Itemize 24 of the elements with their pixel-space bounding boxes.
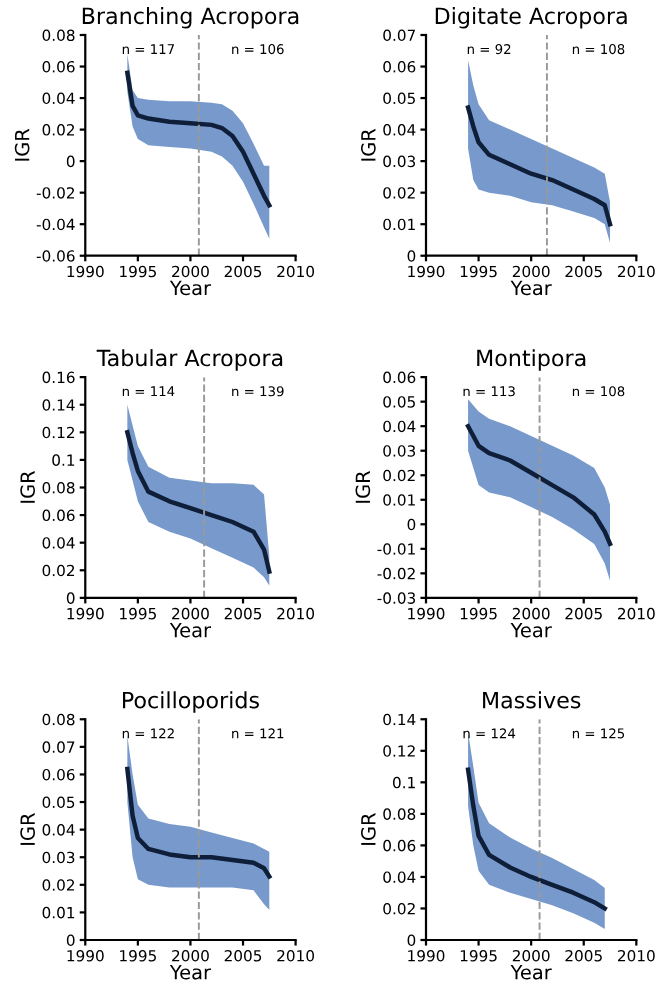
line-series [125,430,272,574]
y-axis-title: IGR [361,128,376,161]
y-axis-title: IGR [14,128,30,161]
y-axis-title: IGR [20,470,35,503]
y-axis-title: IGR [361,813,376,845]
x-axis-title: Year [169,622,212,638]
x-axis-title: Year [169,965,212,980]
line-series [465,767,607,911]
chart-title: Massives [483,691,581,709]
line-series [125,766,272,879]
chart-title: Pocilloporids [123,691,259,713]
x-axis-title: Year [510,622,552,638]
y-axis-title: IGR [355,470,371,503]
x-axis-title: Year [169,280,212,296]
chart-title: Montipora [477,349,586,371]
line-series [465,423,613,547]
line-series [125,70,272,208]
line-series [465,105,613,227]
y-axis-title: IGR [20,813,35,845]
chart-title: Tabular Acropora [96,349,283,371]
chart-title: Branching Acropora [82,7,299,29]
x-axis-title: Year [510,280,552,296]
x-axis-title: Year [510,965,552,980]
chart-title: Digitate Acropora [435,7,627,29]
